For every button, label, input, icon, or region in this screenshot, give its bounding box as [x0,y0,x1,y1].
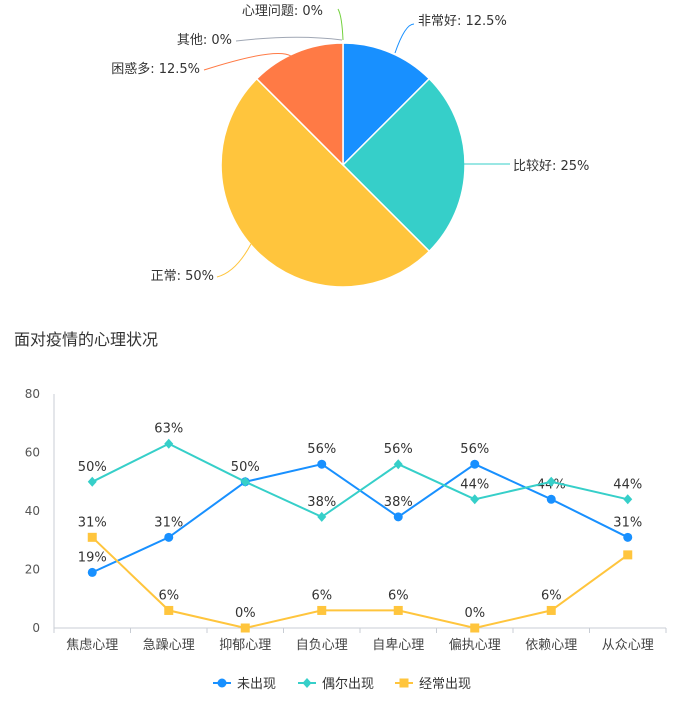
data-label: 6% [388,588,409,603]
data-point[interactable] [164,438,174,449]
data-point[interactable] [317,605,327,615]
y-tick-label: 80 [25,387,40,401]
pie-slice-label: 困惑多: 12.5% [111,61,200,77]
pie-chart-svg: 非常好: 12.5% 比较好: 25% 正常: 50% 困惑多: 12.5% 其他: 0… [111,4,589,288]
legend-marker [399,678,409,688]
x-tick-label: 偏执心理 [449,638,501,653]
x-tick-label: 从众心理 [602,638,654,653]
y-tick-label: 20 [25,563,40,577]
data-point[interactable] [470,494,480,505]
data-point[interactable] [317,459,327,469]
data-label: 50% [231,460,260,475]
data-label: 44% [460,477,489,492]
legend-label[interactable]: 经常出现 [419,677,471,692]
line-chart-svg: 0 20 40 60 80 焦虑心理 急躁心理 抑郁心理 自负心理 自卑心理 偏执心理 依赖心理 从众心… [25,387,667,692]
x-tick-label: 急躁心理 [143,638,195,653]
data-label: 6% [541,588,562,603]
data-label: 19% [78,550,107,565]
pie-slice-label: 其他: 0% [177,33,232,48]
pie-slice[interactable] [341,77,466,253]
pie-label-line [203,52,292,71]
data-label: 56% [307,442,336,457]
legend-label[interactable]: 偶尔出现 [322,677,374,692]
data-point[interactable] [393,512,403,522]
data-point[interactable] [546,605,556,615]
pie-slice[interactable] [220,77,431,288]
legend-marker [217,678,227,688]
y-tick-label: 60 [25,446,40,460]
pie-slice[interactable] [342,42,431,167]
data-label: 31% [613,515,642,530]
data-label: 38% [384,495,413,510]
pie-label-line [216,243,252,278]
data-label: 0% [235,606,256,621]
data-label: 31% [154,515,183,530]
data-point[interactable] [87,532,97,542]
legend-label[interactable]: 未出现 [237,677,276,692]
x-tick-label: 焦虑心理 [66,638,118,653]
x-tick-label: 依赖心理 [525,638,577,653]
data-label: 50% [78,460,107,475]
data-point[interactable] [470,623,480,633]
pie-slice-label: 比较好: 25% [513,159,589,174]
pie-label-line [235,36,343,42]
data-label: 56% [460,442,489,457]
data-point[interactable] [393,605,403,615]
data-point[interactable] [623,532,633,542]
data-point[interactable] [164,605,174,615]
pie-chart: 非常好: 12.5% 比较好: 25% 正常: 50% 困惑多: 12.5% 其他: 0… [0,0,689,300]
x-tick-label: 自卑心理 [372,637,424,653]
data-label: 6% [311,588,332,603]
line-chart: 0 20 40 60 80 焦虑心理 急躁心理 抑郁心理 自负心理 自卑心理 偏执心理 依赖心理 从众心… [0,380,689,706]
data-point[interactable] [317,511,327,522]
data-point[interactable] [470,459,480,469]
data-point[interactable] [393,459,403,470]
data-point[interactable] [546,494,556,504]
pie-label-line [394,23,415,54]
data-label: 6% [158,588,179,603]
data-point[interactable] [623,550,633,560]
data-point[interactable] [623,494,633,505]
pie-slice-label: 正常: 50% [151,269,214,284]
data-point[interactable] [240,623,250,633]
x-tick-label: 抑郁心理 [219,638,271,653]
legend-marker [302,678,312,688]
chart-title: 面对疫情的心理状况 [14,330,159,349]
data-point[interactable] [87,567,97,577]
pie-slice-label: 非常好: 12.5% [418,14,507,29]
data-point[interactable] [546,476,556,487]
x-tick-label: 自负心理 [296,638,348,653]
data-label: 31% [78,515,107,530]
pie-label-line [337,8,344,41]
data-label: 38% [307,495,336,510]
data-label: 63% [154,422,183,437]
data-label: 56% [384,442,413,457]
data-label: 44% [613,477,642,492]
pie-slice[interactable] [255,42,344,167]
data-point[interactable] [87,476,97,487]
y-tick-label: 40 [25,504,40,518]
data-point[interactable] [240,476,250,487]
data-point[interactable] [164,532,174,542]
data-label: 0% [464,606,485,621]
series-line [91,442,629,519]
pie-slice-label: 心理问题: 0% [242,4,323,19]
series-line [91,536,629,630]
y-tick-label: 0 [32,621,40,635]
